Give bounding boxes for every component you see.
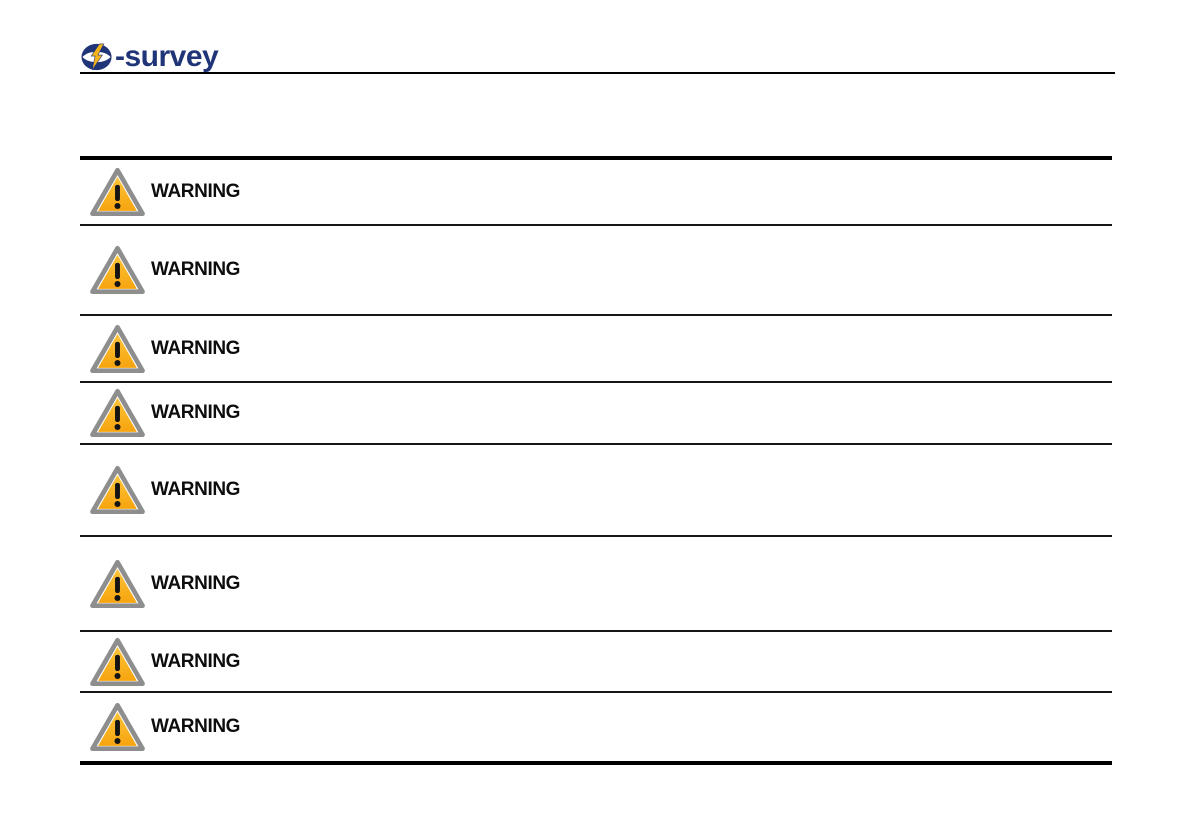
warning-triangle-icon — [90, 245, 145, 295]
warning-row: WARNING — [80, 316, 1112, 383]
warning-label: WARNING — [151, 337, 241, 359]
warning-row: WARNING — [80, 226, 1112, 316]
brand-logo: -survey — [81, 40, 219, 73]
e-survey-logo-mark-icon — [81, 43, 112, 71]
warning-row: WARNING — [80, 160, 1112, 226]
warning-triangle-icon — [90, 559, 145, 608]
warning-label: WARNING — [151, 716, 241, 737]
warning-row: WARNING — [80, 693, 1112, 761]
lightning-bolt-icon — [90, 43, 105, 71]
warning-label: WARNING — [151, 402, 241, 423]
warning-label: WARNING — [151, 572, 241, 594]
warning-label: WARNING — [151, 479, 241, 500]
warning-label: WARNING — [151, 181, 241, 202]
warning-row: WARNING — [80, 632, 1112, 693]
warning-triangle-icon — [90, 388, 145, 438]
warning-row: WARNING — [80, 383, 1112, 445]
warning-triangle-icon — [90, 637, 145, 686]
brand-logo-text: -survey — [115, 40, 219, 73]
warning-row: WARNING — [80, 537, 1112, 632]
warning-table: WARNING WARNING WARNING — [80, 156, 1112, 765]
header-divider — [80, 72, 1115, 74]
warning-label: WARNING — [151, 650, 241, 672]
warning-triangle-icon — [90, 702, 145, 752]
warning-triangle-icon — [90, 465, 145, 515]
warning-triangle-icon — [90, 324, 145, 373]
warning-row: WARNING — [80, 445, 1112, 537]
warning-triangle-icon — [90, 167, 145, 217]
warning-label: WARNING — [151, 259, 241, 280]
